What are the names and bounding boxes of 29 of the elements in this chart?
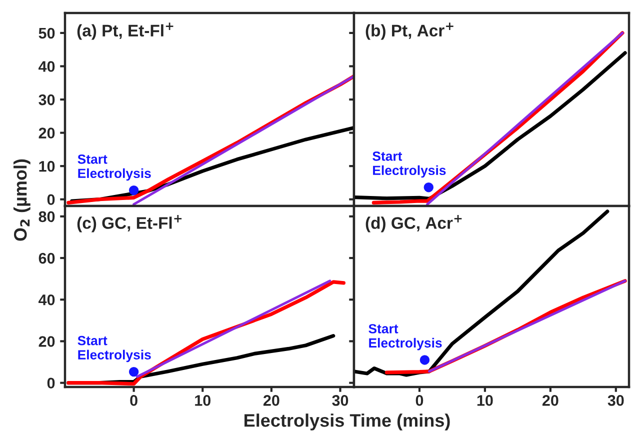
- y-tick-label: 0: [47, 194, 55, 206]
- annotation: Start Electrolysis: [372, 151, 446, 178]
- x-tick-label: 10: [195, 395, 210, 406]
- annotation: Start Electrolysis: [368, 324, 442, 350]
- y-tick-label: 30: [38, 94, 55, 106]
- text: (a) Pt, Et-Fl$^{+}$: [77, 22, 174, 40]
- y-tick-label: 0: [47, 378, 55, 389]
- y-tick-label: 20: [38, 336, 55, 347]
- text: (b) Pt, Acr$^{+}$: [366, 22, 454, 40]
- x-tick-label: 0: [130, 395, 138, 406]
- x-tick-label: 30: [332, 395, 348, 406]
- x-tick-label: 20: [542, 395, 558, 406]
- y-tick-label: 20: [38, 128, 55, 138]
- x-axis-title: Electrolysis Time (mins): [244, 414, 450, 430]
- y-tick-label: 10: [39, 160, 55, 172]
- x-tick-label: 20: [263, 395, 280, 406]
- y-axis-title: O$_{2}$ (µmol): [14, 159, 30, 241]
- x-tick-label: 10: [477, 395, 493, 406]
- annotation: Start Electrolysis: [78, 154, 151, 181]
- y-tick-label: 40: [38, 294, 55, 306]
- x-tick-label: 30: [608, 395, 624, 406]
- y-tick-label: 80: [38, 211, 55, 222]
- text: (d) GC, Acr$^{+}$: [366, 215, 462, 232]
- annotation: Start Electrolysis: [78, 336, 151, 362]
- y-tick-label: 50: [38, 28, 55, 39]
- x-tick-label: 0: [416, 395, 424, 406]
- y-tick-label: 60: [38, 252, 55, 264]
- y-tick-label: 40: [38, 61, 55, 72]
- text: (c) GC, Et-Fl$^{+}$: [77, 215, 182, 232]
